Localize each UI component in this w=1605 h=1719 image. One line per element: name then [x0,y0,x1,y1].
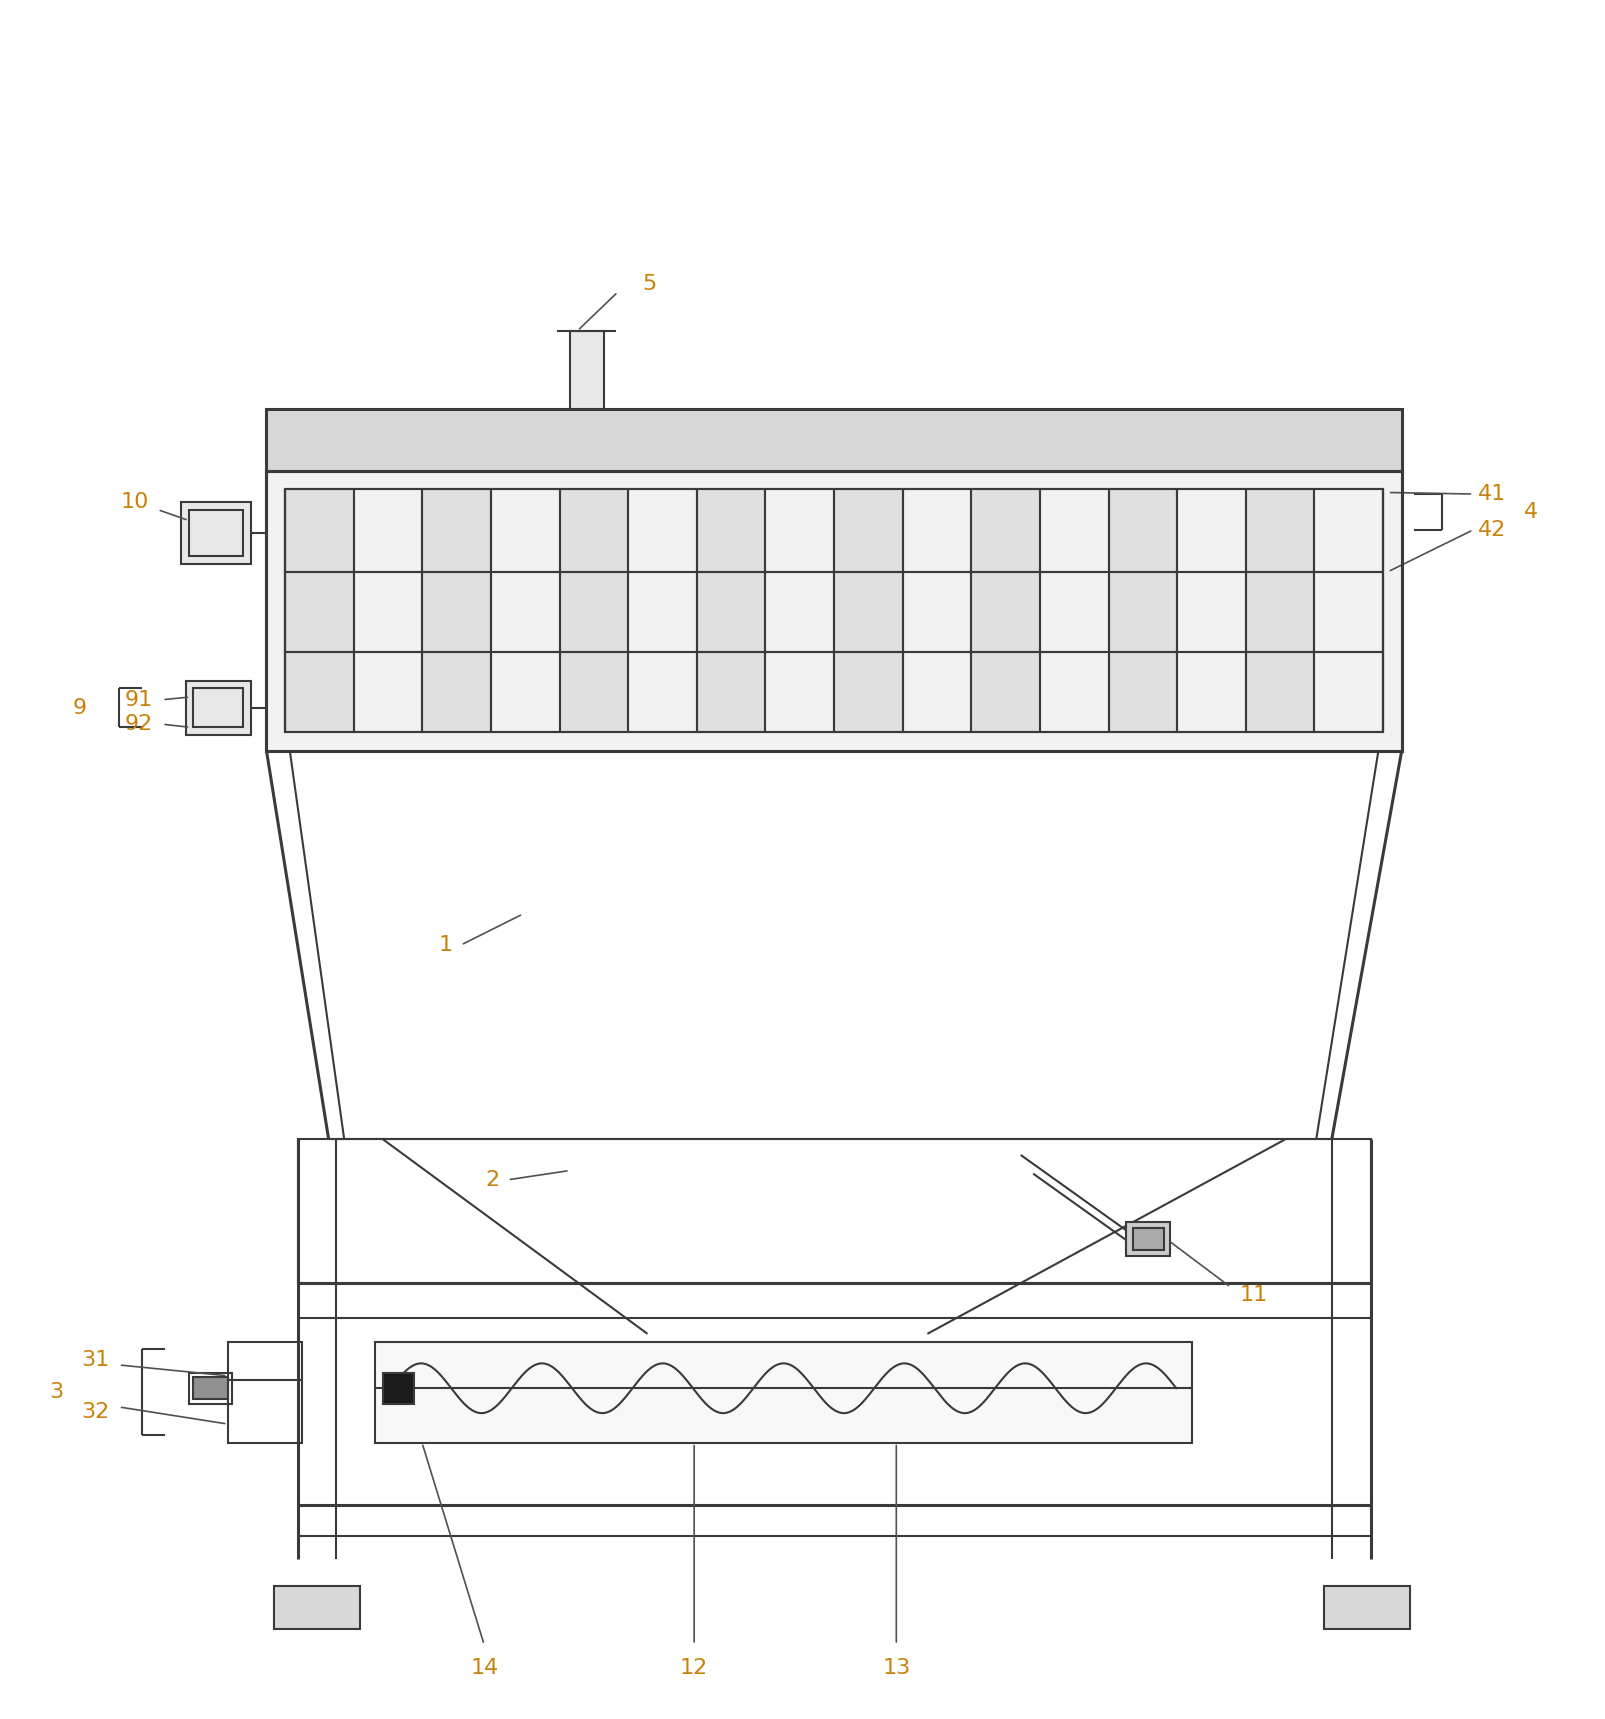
Text: 32: 32 [82,1401,109,1422]
Bar [274,1585,360,1630]
Bar [628,490,697,732]
Bar [286,490,1382,732]
Text: 42: 42 [1477,519,1505,540]
Bar [181,502,250,564]
Text: 3: 3 [50,1382,64,1403]
Bar [266,471,1401,751]
Bar [266,409,1401,471]
Bar [971,490,1040,732]
Bar [286,490,1382,732]
Bar [1313,490,1382,732]
Text: 92: 92 [125,713,152,734]
Bar [1176,490,1245,732]
Bar [1040,490,1107,732]
Bar [1107,490,1176,732]
Text: 1: 1 [438,935,453,956]
Bar [297,1140,1369,1282]
Bar [266,471,1401,751]
Bar [193,688,242,727]
Bar [186,681,250,736]
Text: 5: 5 [642,273,656,294]
Text: 91: 91 [125,689,152,710]
Text: 10: 10 [120,492,148,512]
Text: 31: 31 [82,1349,109,1370]
Bar [697,490,766,732]
Text: 11: 11 [1239,1284,1268,1305]
Bar [902,490,971,732]
Bar [189,509,242,557]
Bar [376,1341,1191,1442]
Text: 4: 4 [1523,502,1538,523]
Bar [228,1341,302,1442]
Bar [833,490,902,732]
Bar [286,490,353,732]
Bar [1132,1227,1164,1250]
Bar [193,1377,228,1399]
Text: 14: 14 [470,1659,498,1678]
Bar [422,490,491,732]
Bar [559,490,628,732]
Bar [491,490,559,732]
Text: 12: 12 [679,1659,708,1678]
Bar [1125,1222,1170,1257]
Text: 2: 2 [485,1171,499,1190]
Bar [1323,1585,1409,1630]
Text: 13: 13 [881,1659,910,1678]
Bar [766,490,833,732]
Text: 9: 9 [72,698,87,719]
Bar [570,330,603,409]
Bar [1245,490,1313,732]
Bar [353,490,422,732]
Bar [189,1373,233,1404]
Bar [384,1373,414,1404]
Text: 41: 41 [1477,485,1505,504]
